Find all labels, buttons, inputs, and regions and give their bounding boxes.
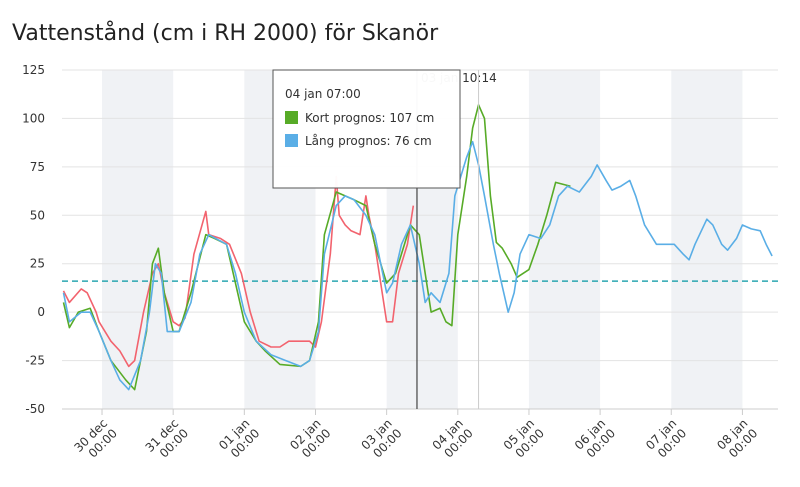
- x-tick-label: 04 jan00:00: [430, 416, 476, 462]
- tooltip-title: 04 jan 07:00: [285, 87, 361, 101]
- tooltip-box: [272, 69, 461, 189]
- tooltip-swatch: [285, 134, 298, 147]
- chart-title: Vattenstånd (cm i RH 2000) för Skanör: [12, 20, 439, 46]
- x-tick-label: 30 dec00:00: [71, 416, 120, 465]
- y-tick-label: 75: [30, 160, 45, 174]
- day-band: [671, 70, 743, 409]
- y-tick-label: 125: [22, 63, 45, 77]
- x-tick-label: 05 jan00:00: [501, 416, 547, 462]
- x-tick-label: 03 jan00:00: [358, 416, 404, 462]
- day-band: [102, 70, 174, 409]
- series-line: [62, 104, 571, 391]
- x-tick-label: 08 jan00:00: [714, 416, 760, 462]
- y-tick-label: 50: [30, 208, 45, 222]
- y-tick-label: -50: [25, 402, 45, 416]
- y-tick-label: 100: [22, 111, 45, 125]
- y-tick-label: 0: [37, 305, 45, 319]
- x-tick-label: 07 jan00:00: [643, 416, 689, 462]
- day-band: [528, 70, 601, 409]
- x-tick-label: 02 jan00:00: [287, 416, 333, 462]
- tooltip-swatch: [285, 111, 298, 124]
- series-line: [62, 175, 415, 368]
- y-tick-label: 25: [30, 257, 45, 271]
- x-tick-label: 01 jan00:00: [216, 416, 262, 462]
- y-tick-label: -25: [25, 354, 45, 368]
- x-tick-label: 31 dec00:00: [143, 416, 192, 465]
- x-tick-label: 06 jan00:00: [572, 416, 618, 462]
- tooltip-entry: Lång prognos: 76 cm: [305, 134, 432, 148]
- tooltip: 04 jan 07:00 Kort prognos: 107 cm Lång pro…: [272, 69, 461, 189]
- series-line: [62, 140, 773, 391]
- tooltip-entry: Kort prognos: 107 cm: [305, 111, 434, 125]
